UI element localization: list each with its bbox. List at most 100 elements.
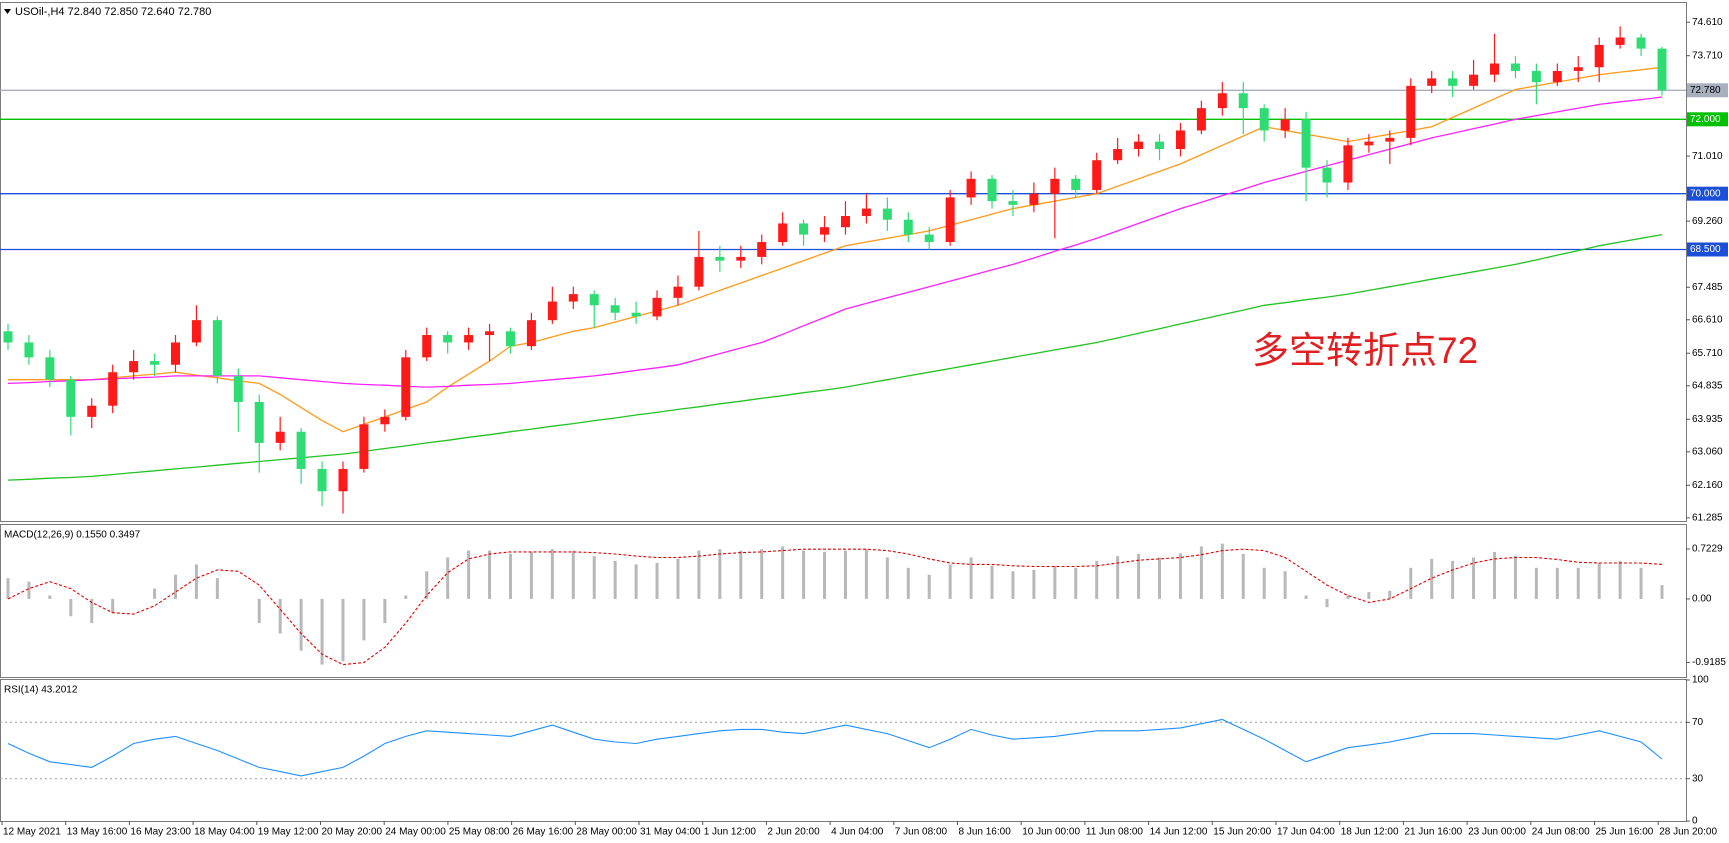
candle-body	[422, 335, 432, 358]
macd-bar	[697, 550, 701, 599]
candle-body	[547, 301, 557, 321]
macd-bar	[1618, 560, 1622, 599]
x-tick-label: 1 Jun 12:00	[704, 827, 757, 838]
candle-body	[108, 372, 118, 406]
macd-bar	[69, 598, 73, 617]
macd-bar	[1388, 590, 1392, 599]
y-tick-label: -0.9185	[1692, 657, 1726, 668]
candle-body	[1427, 78, 1437, 86]
candle-body	[1029, 193, 1039, 205]
candle-body	[212, 320, 222, 376]
candle-body	[254, 401, 264, 443]
candle-body	[129, 361, 139, 373]
candle-body	[1155, 141, 1165, 150]
candle-body	[526, 320, 536, 347]
macd-bar	[1116, 556, 1120, 599]
candle-body	[505, 331, 515, 347]
moving-average	[7, 96, 1663, 388]
candle-body	[1636, 37, 1646, 49]
x-tick-label: 24 Jun 08:00	[1532, 827, 1590, 838]
candle-body	[1448, 78, 1458, 86]
macd-bar	[1472, 557, 1476, 599]
panel-title: MACD(12,26,9) 0.1550 0.3497	[4, 530, 141, 541]
macd-bar	[278, 598, 282, 634]
panel-title: RSI(14) 43.2012	[4, 685, 78, 696]
y-tick-label: 62.160	[1692, 480, 1723, 491]
candle-body	[715, 256, 725, 261]
macd-bar	[1032, 569, 1036, 599]
y-tick-label: 64.835	[1692, 380, 1723, 391]
candle-body	[987, 178, 997, 202]
y-tick-label: 70	[1692, 717, 1704, 728]
x-tick-label: 25 May 08:00	[449, 827, 510, 838]
candle-body	[1490, 63, 1500, 75]
y-tick-label: 74.610	[1692, 17, 1723, 28]
candle-body	[1217, 93, 1227, 109]
macd-bar	[1283, 571, 1287, 599]
candle-body	[1406, 85, 1416, 138]
candle-body	[3, 331, 13, 343]
macd-bar	[1137, 554, 1141, 599]
macd-bar	[550, 549, 554, 599]
candle-body	[1196, 108, 1206, 131]
candle-body	[1301, 119, 1311, 168]
candle-body	[296, 431, 306, 469]
price-label: 72.000	[1690, 114, 1721, 125]
macd-bar	[1451, 560, 1455, 599]
candle-body	[485, 331, 495, 336]
macd-bar	[1220, 543, 1224, 599]
candle-body	[799, 223, 809, 235]
candle-body	[1469, 74, 1479, 86]
macd-bar	[1639, 567, 1643, 599]
candle-body	[882, 208, 892, 220]
macd-bar	[613, 560, 617, 599]
candle-body	[1552, 70, 1562, 83]
signal-line	[7, 548, 1663, 666]
macd-bar	[1304, 595, 1308, 599]
macd-bar	[90, 598, 94, 624]
macd-bar	[655, 563, 659, 599]
x-tick-label: 12 May 2021	[3, 827, 61, 838]
menu-arrow[interactable]	[4, 9, 11, 14]
candle-body	[1343, 145, 1353, 183]
candle-body	[380, 416, 390, 425]
candle-body	[1113, 149, 1123, 161]
candle-body	[1280, 119, 1290, 131]
x-tick-label: 13 May 16:00	[67, 827, 128, 838]
x-tick-label: 11 Jun 08:00	[1086, 827, 1144, 838]
macd-bar	[257, 598, 261, 624]
macd-bar	[320, 598, 324, 665]
macd-bar	[969, 557, 973, 599]
x-tick-label: 4 Jun 04:00	[831, 827, 884, 838]
macd-bar	[194, 564, 198, 599]
y-tick-label: 30	[1692, 773, 1704, 784]
macd-bar	[1241, 554, 1245, 599]
macd-panel	[0, 524, 1687, 678]
macd-bar	[739, 550, 743, 599]
candle-body	[338, 468, 348, 492]
x-tick-label: 21 Jun 16:00	[1404, 827, 1462, 838]
y-tick-label: 0.00	[1692, 594, 1712, 605]
x-tick-label: 24 May 00:00	[385, 827, 446, 838]
macd-bar	[1178, 553, 1182, 599]
macd-bar	[1346, 595, 1350, 599]
macd-bar	[592, 556, 596, 599]
candle-body	[87, 405, 97, 417]
macd-bar	[885, 557, 889, 599]
price-label-box	[1687, 242, 1728, 257]
macd-bar	[843, 550, 847, 599]
candle-body	[1594, 44, 1604, 68]
x-tick-label: 26 May 16:00	[513, 827, 574, 838]
price-label-box	[1687, 186, 1728, 201]
candle-body	[1385, 137, 1395, 142]
x-tick-label: 20 May 20:00	[322, 827, 383, 838]
y-tick-label: 69.260	[1692, 216, 1723, 227]
candle-body	[1510, 63, 1520, 71]
candle-body	[840, 216, 850, 228]
x-tick-label: 18 May 04:00	[194, 827, 255, 838]
macd-bar	[1597, 563, 1601, 599]
candle-body	[1259, 108, 1269, 131]
macd-bar	[1576, 567, 1580, 599]
macd-bar	[111, 598, 115, 613]
